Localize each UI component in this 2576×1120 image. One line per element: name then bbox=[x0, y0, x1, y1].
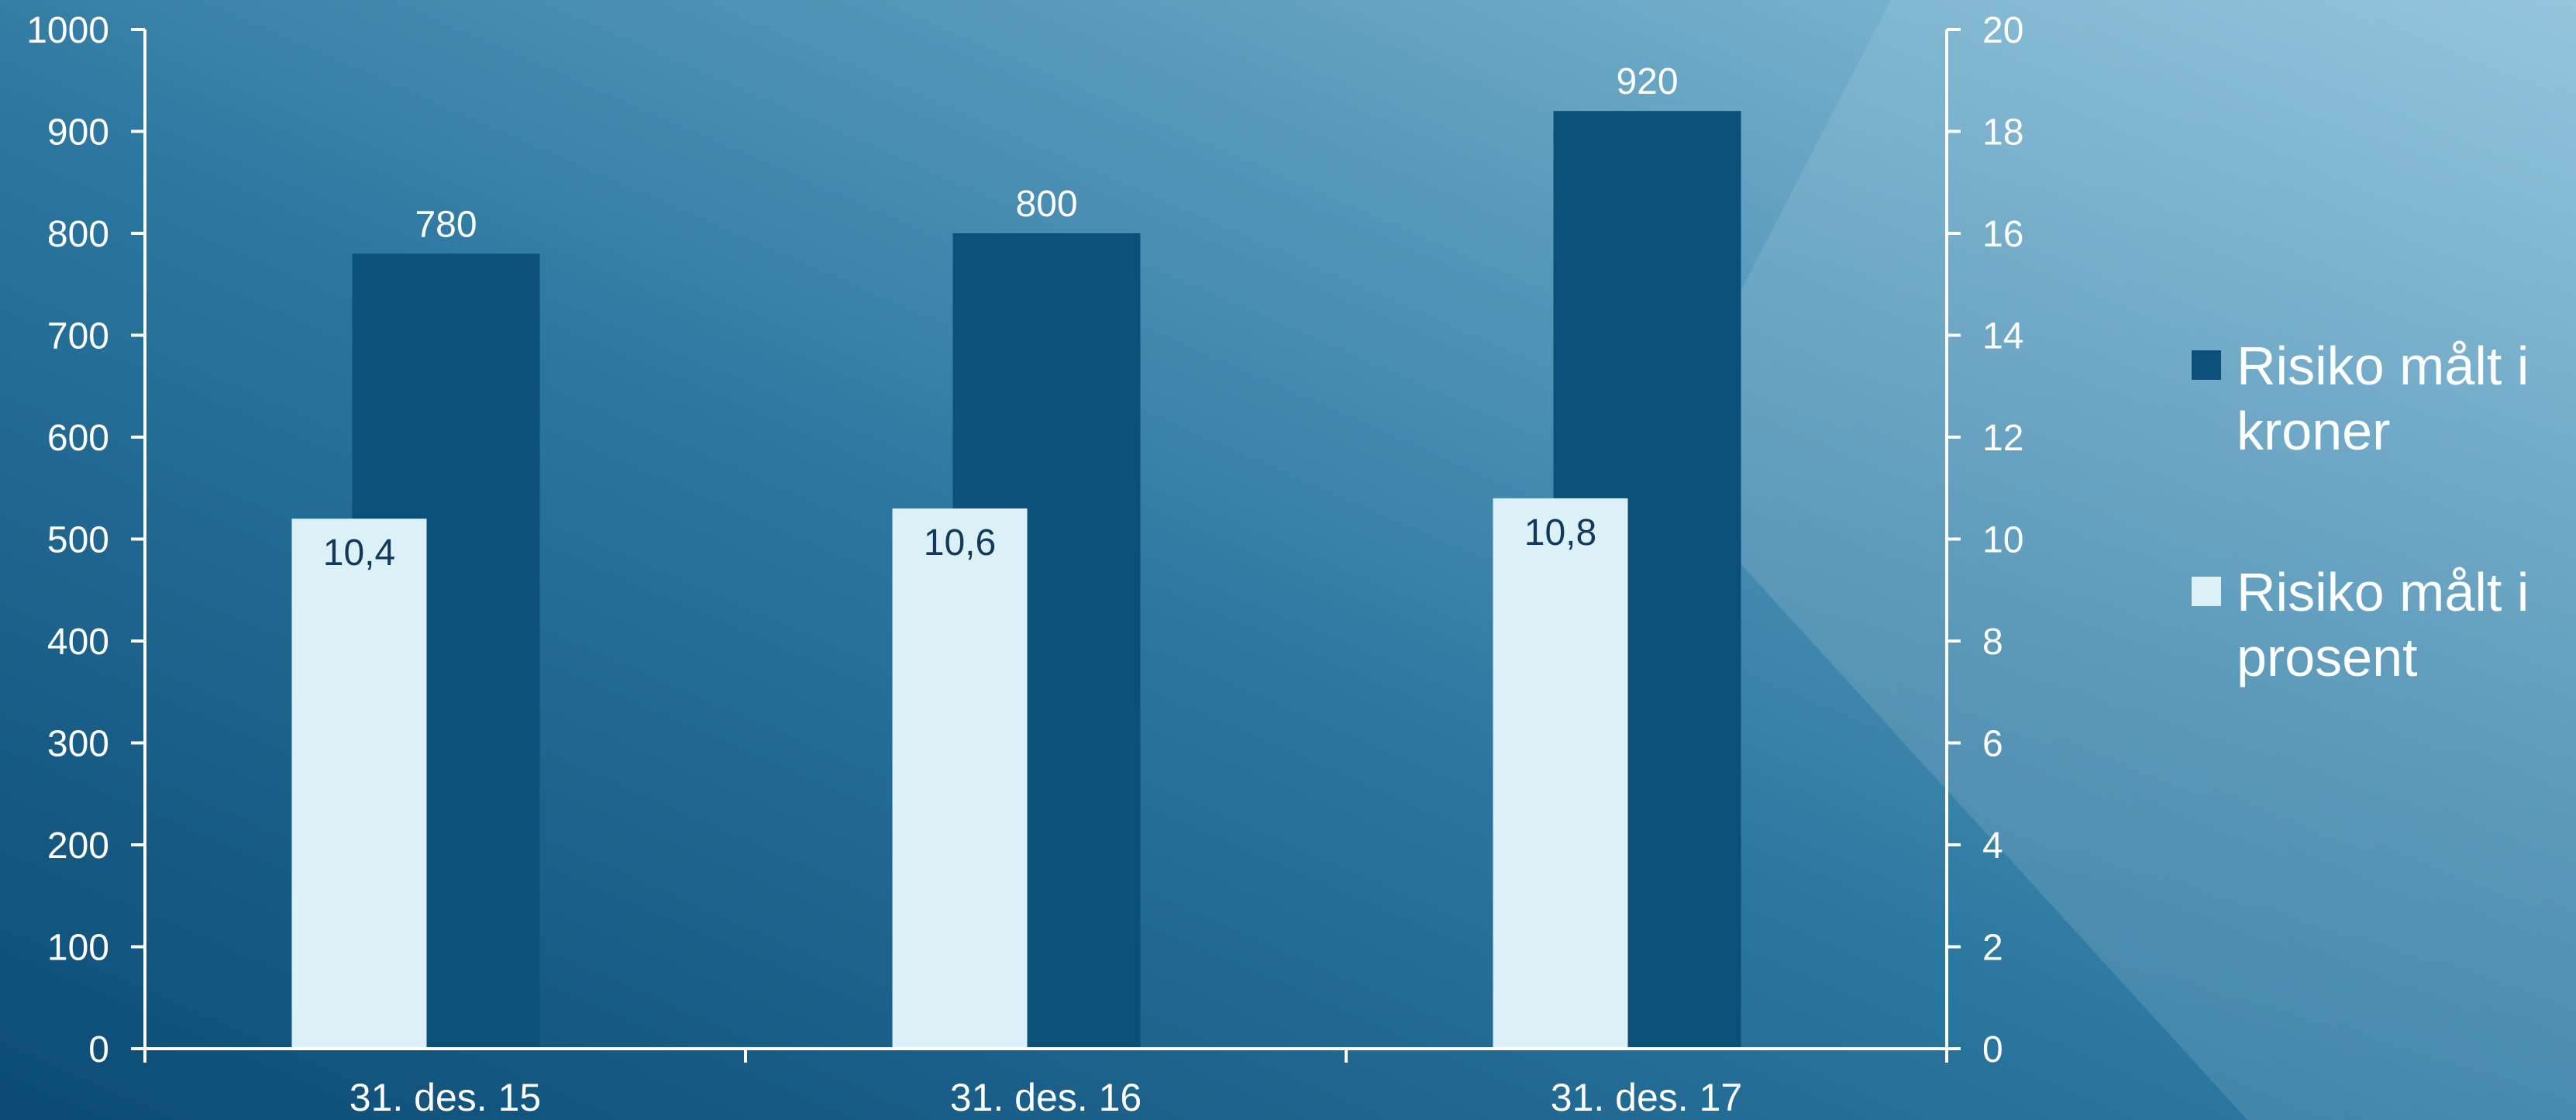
x-tick-label-2: 31. des. 17 bbox=[1551, 1076, 1742, 1119]
y-right-tick-label-4: 8 bbox=[1982, 622, 2003, 663]
y-right-tick-label-3: 6 bbox=[1982, 724, 2003, 765]
y-right-tick-label-5: 10 bbox=[1982, 520, 2023, 561]
bar-prosent-0 bbox=[291, 519, 427, 1049]
y-left-tick-label-1: 100 bbox=[47, 928, 109, 969]
legend: Risiko målt i kroner Risiko målt i prose… bbox=[2185, 333, 2573, 786]
legend-item-prosent: Risiko målt i prosent bbox=[2185, 560, 2573, 690]
y-left-tick-label-0: 0 bbox=[88, 1029, 109, 1070]
data-label-prosent-1: 10,6 bbox=[924, 522, 996, 563]
legend-label-prosent: Risiko målt i prosent bbox=[2237, 562, 2530, 688]
data-label-prosent-2: 10,8 bbox=[1524, 512, 1596, 553]
y-right-tick-label-0: 0 bbox=[1982, 1029, 2003, 1070]
axes-layer bbox=[131, 28, 1961, 1063]
y-left-tick-label-6: 600 bbox=[47, 418, 109, 459]
bar-prosent-2 bbox=[1493, 498, 1628, 1049]
y-right-tick-label-6: 12 bbox=[1982, 418, 2023, 459]
y-right-tick-label-2: 4 bbox=[1982, 825, 2003, 867]
x-tick-label-1: 31. des. 16 bbox=[950, 1076, 1142, 1119]
y-right-tick-label-7: 14 bbox=[1982, 316, 2023, 357]
data-label-kroner-0: 780 bbox=[415, 204, 477, 245]
legend-label-kroner: Risiko målt i kroner bbox=[2237, 336, 2530, 461]
y-left-tick-label-5: 500 bbox=[47, 520, 109, 561]
bar-prosent-1 bbox=[892, 508, 1028, 1049]
y-left-tick-label-7: 700 bbox=[47, 316, 109, 357]
y-left-tick-label-3: 300 bbox=[47, 724, 109, 765]
legend-item-kroner: Risiko målt i kroner bbox=[2185, 333, 2573, 464]
y-left-tick-label-9: 900 bbox=[47, 112, 109, 153]
y-right-tick-label-8: 16 bbox=[1982, 214, 2023, 255]
y-left-tick-label-8: 800 bbox=[47, 214, 109, 255]
data-label-prosent-0: 10,4 bbox=[323, 532, 395, 574]
y-right-tick-label-1: 2 bbox=[1982, 928, 2003, 969]
background-facet bbox=[1651, 0, 2576, 1120]
y-left-tick-label-4: 400 bbox=[47, 622, 109, 663]
bars-layer bbox=[291, 111, 1741, 1049]
y-right-tick-label-9: 18 bbox=[1982, 112, 2023, 153]
legend-swatch-kroner bbox=[2192, 350, 2221, 380]
data-label-kroner-1: 800 bbox=[1015, 184, 1077, 225]
y-right-tick-label-10: 20 bbox=[1982, 10, 2023, 51]
y-left-tick-label-2: 200 bbox=[47, 825, 109, 867]
data-label-kroner-2: 920 bbox=[1616, 61, 1678, 102]
x-tick-label-0: 31. des. 15 bbox=[350, 1076, 541, 1119]
y-left-tick-label-10: 1000 bbox=[26, 10, 109, 51]
legend-swatch-prosent bbox=[2192, 577, 2221, 606]
